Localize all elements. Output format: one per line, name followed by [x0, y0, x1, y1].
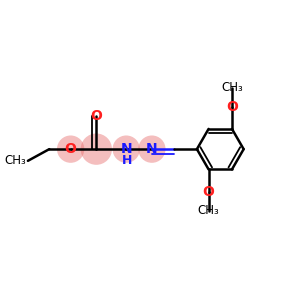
Text: H: H — [122, 154, 133, 167]
Text: N: N — [120, 142, 132, 156]
Text: CH₃: CH₃ — [221, 81, 243, 94]
Text: O: O — [65, 142, 76, 156]
Circle shape — [81, 134, 112, 165]
Circle shape — [57, 136, 84, 163]
Text: CH₃: CH₃ — [198, 204, 220, 217]
Circle shape — [112, 136, 140, 163]
Text: O: O — [226, 100, 238, 114]
Text: N: N — [146, 142, 158, 156]
Text: O: O — [203, 184, 214, 199]
Text: O: O — [90, 109, 102, 123]
Text: CH₃: CH₃ — [5, 154, 26, 167]
Circle shape — [138, 136, 166, 163]
